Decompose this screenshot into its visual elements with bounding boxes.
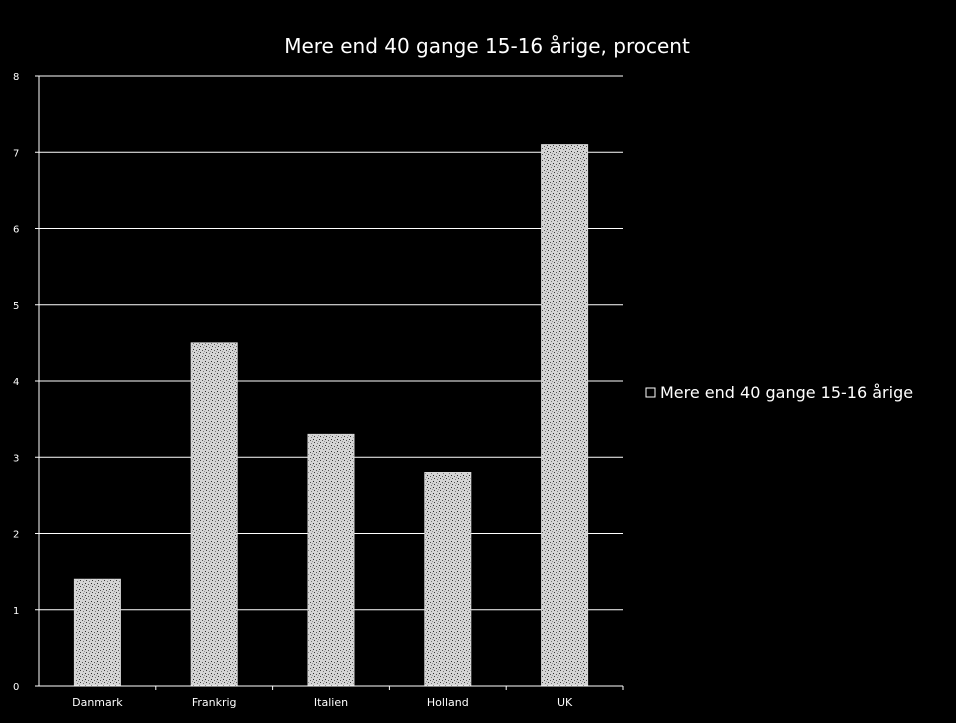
y-tick-label: 4 — [13, 377, 19, 388]
legend: Mere end 40 gange 15-16 årige — [645, 383, 913, 402]
y-tick-label: 0 — [13, 682, 19, 693]
bar — [73, 578, 121, 687]
bar — [541, 144, 589, 687]
y-tick-label: 1 — [13, 606, 19, 617]
x-tick-label: Italien — [314, 696, 348, 709]
y-tick-label: 8 — [13, 72, 19, 83]
bar — [424, 472, 472, 687]
y-tick-label: 5 — [13, 301, 19, 312]
y-tick-label: 7 — [13, 148, 19, 159]
x-tick-label: UK — [557, 696, 573, 709]
x-tick-label: Frankrig — [192, 696, 237, 709]
y-tick-label: 3 — [13, 453, 19, 464]
y-tick-label: 2 — [13, 530, 19, 541]
axes — [35, 75, 624, 690]
bar — [190, 342, 238, 687]
legend-swatch — [645, 387, 656, 398]
legend-label: Mere end 40 gange 15-16 årige — [660, 383, 913, 402]
y-tick-labels: 0 1 2 3 4 5 6 7 8 — [13, 72, 19, 693]
chart-title: Mere end 40 gange 15-16 årige, procent — [284, 34, 690, 58]
y-tick-label: 6 — [13, 225, 19, 236]
bar — [307, 433, 355, 687]
x-tick-label: Danmark — [72, 696, 123, 709]
x-tick-labels: Danmark Frankrig Italien Holland UK — [72, 696, 573, 709]
bars — [73, 144, 589, 687]
x-tick-label: Holland — [427, 696, 469, 709]
